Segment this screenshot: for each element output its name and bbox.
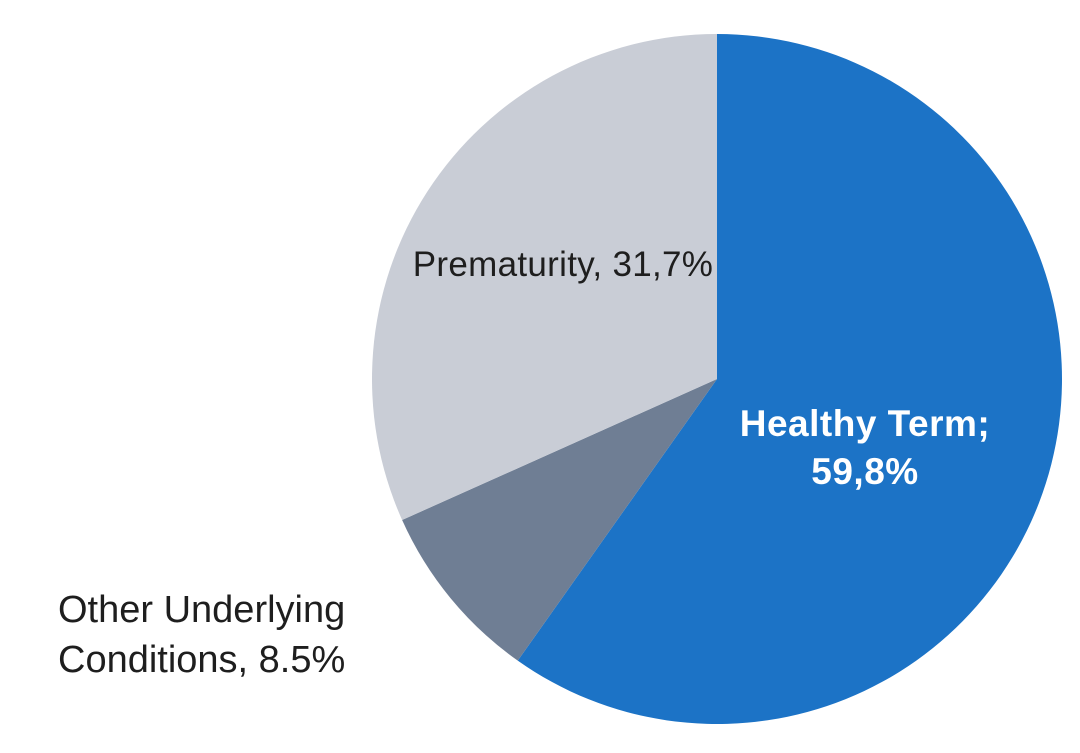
pie-slice-prematurity [372,34,717,520]
slice-label-prematurity: Prematurity, 31,7% [412,245,714,284]
pie-slice-other-underlying-conditions [402,379,717,661]
slice-label-healthy-term: Healthy Term; 59,8% [739,402,991,492]
slice-label-other-underlying-conditions: Other Underlying Conditions, 8.5% [58,589,346,682]
pie-slice-healthy-term [517,34,1062,724]
